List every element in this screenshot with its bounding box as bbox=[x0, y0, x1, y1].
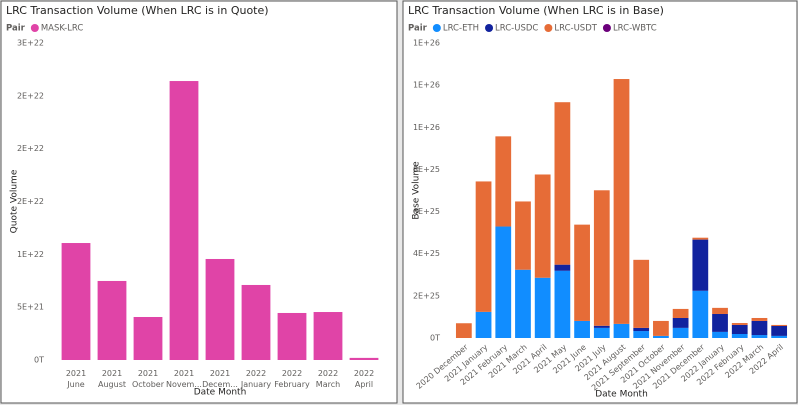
bar-segment bbox=[731, 324, 748, 334]
y-tick-label: 0T bbox=[430, 334, 440, 343]
bar-segment bbox=[554, 102, 571, 265]
bar-segment bbox=[731, 333, 748, 338]
bar-segment bbox=[475, 181, 492, 312]
y-tick-label: 5E+21 bbox=[17, 303, 44, 312]
legend-swatch bbox=[602, 24, 611, 32]
bar-segment bbox=[574, 320, 590, 338]
x-tick-label: 2021 June bbox=[66, 369, 86, 389]
legend-label: LRC-WBTC bbox=[613, 24, 657, 34]
y-tick-label: 2E+22 bbox=[17, 91, 44, 100]
bar-segment bbox=[554, 264, 571, 271]
bar-segment bbox=[574, 224, 590, 321]
y-tick-label: 4E+25 bbox=[413, 249, 440, 258]
bar-segment bbox=[613, 323, 630, 338]
legend-label: LRC-USDT bbox=[554, 24, 597, 34]
bar-segment bbox=[771, 324, 788, 326]
bar-segment bbox=[712, 307, 728, 314]
bar-segment bbox=[653, 335, 669, 338]
bar-segment bbox=[692, 237, 709, 240]
bar-segment bbox=[633, 259, 650, 328]
legend-label: LRC-USDC bbox=[495, 24, 538, 34]
bar-segment bbox=[751, 317, 768, 321]
bar-segment bbox=[692, 290, 709, 338]
bar bbox=[169, 81, 199, 360]
bar-segment bbox=[495, 226, 512, 338]
legend-title: Pair bbox=[6, 24, 26, 34]
bar bbox=[277, 312, 307, 360]
chart-title: LRC Transaction Volume (When LRC is in B… bbox=[408, 4, 664, 17]
bar bbox=[349, 357, 379, 360]
bar-segment bbox=[672, 327, 689, 338]
bar-segment bbox=[534, 174, 551, 278]
y-tick-label: 2E+22 bbox=[17, 197, 44, 206]
y-tick-label: 3E+22 bbox=[17, 39, 44, 48]
legend-swatch bbox=[30, 24, 39, 32]
y-axis-title: Quote Volume bbox=[10, 169, 20, 233]
bar-segment bbox=[593, 327, 610, 338]
bar-segment bbox=[751, 335, 768, 338]
bar bbox=[61, 243, 91, 360]
x-tick-label: 2022 January bbox=[240, 369, 272, 389]
bar-segment bbox=[672, 317, 689, 328]
bar-segment bbox=[593, 190, 610, 326]
y-tick-label: 0T bbox=[34, 356, 44, 365]
x-tick-label: 2021 August bbox=[98, 369, 126, 389]
bar bbox=[133, 316, 163, 360]
bar-segment bbox=[692, 239, 709, 291]
legend-label: MASK-LRC bbox=[41, 24, 84, 34]
y-axis-title: Base Volume bbox=[412, 161, 422, 220]
bar-segment bbox=[515, 269, 531, 338]
y-tick-label: 1E+26 bbox=[413, 39, 440, 48]
x-tick-label: 2021 October bbox=[132, 369, 165, 389]
y-tick-label: 1E+26 bbox=[413, 81, 440, 90]
bar-segment bbox=[633, 327, 650, 332]
y-tick-label: 8E+25 bbox=[413, 165, 440, 174]
bar-segment bbox=[554, 270, 571, 338]
bar-segment bbox=[731, 323, 748, 325]
x-tick-label: 2021 Novem... bbox=[166, 369, 202, 389]
x-tick-label: 2022 April bbox=[354, 369, 374, 389]
bar-segment bbox=[672, 308, 689, 318]
legend-swatch bbox=[432, 24, 441, 32]
bar-segment bbox=[712, 331, 728, 338]
x-axis-title: Date Month bbox=[595, 390, 648, 400]
bar-segment bbox=[613, 79, 630, 324]
x-tick-label: 2021 Decem... bbox=[202, 369, 238, 389]
bar-segment bbox=[593, 325, 610, 328]
y-tick-label: 6E+25 bbox=[413, 207, 440, 216]
x-tick-label: 2022 March bbox=[316, 369, 340, 389]
y-tick-label: 2E+25 bbox=[413, 291, 440, 300]
bar bbox=[205, 258, 235, 360]
bar-segment bbox=[495, 136, 512, 227]
bar-segment bbox=[653, 320, 669, 336]
y-tick-label: 2E+22 bbox=[17, 144, 44, 153]
legend-title: Pair bbox=[408, 24, 428, 34]
legend-label: LRC-ETH bbox=[443, 24, 479, 34]
x-tick-label: 2022 February bbox=[274, 369, 310, 389]
y-tick-label: 1E+22 bbox=[17, 250, 44, 259]
x-axis-title: Date Month bbox=[194, 388, 247, 398]
bar-segment bbox=[712, 313, 728, 332]
bar-segment bbox=[633, 331, 650, 338]
bar-segment bbox=[515, 201, 531, 270]
y-tick-label: 1E+26 bbox=[413, 123, 440, 132]
legend-swatch bbox=[485, 24, 494, 32]
bar bbox=[241, 284, 271, 360]
bar-segment bbox=[771, 325, 788, 336]
bar-segment bbox=[771, 335, 788, 338]
chart-title: LRC Transaction Volume (When LRC is in Q… bbox=[6, 4, 269, 17]
bar-segment bbox=[475, 311, 492, 338]
bar-segment bbox=[751, 320, 768, 336]
legend-swatch bbox=[544, 24, 553, 32]
bar-segment bbox=[455, 323, 472, 338]
bar bbox=[313, 312, 343, 360]
bar-segment bbox=[534, 277, 551, 338]
bar bbox=[97, 280, 127, 360]
